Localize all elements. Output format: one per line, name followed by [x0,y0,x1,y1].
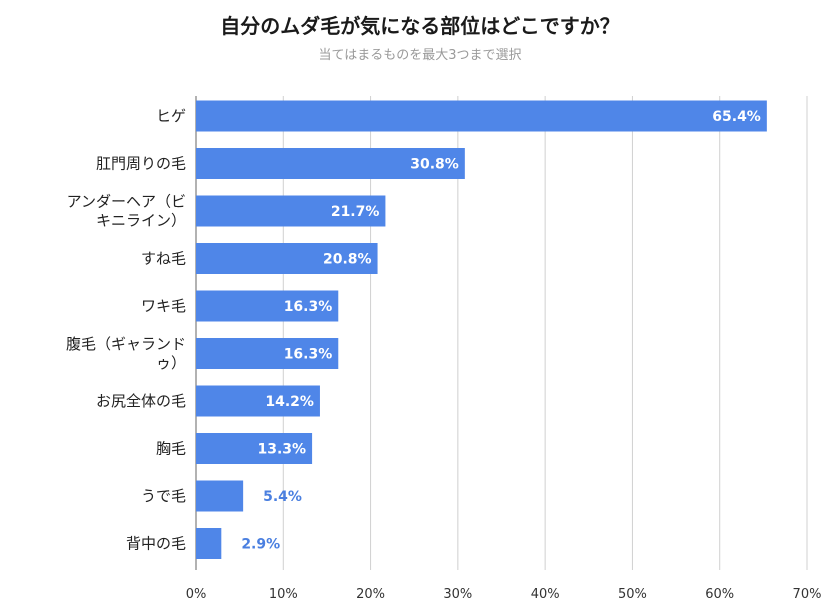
x-tick-label: 70% [793,587,822,602]
category-label: ヒゲ [156,107,186,125]
data-label: 14.2% [265,394,314,410]
bar [196,433,313,464]
data-label: 21.7% [331,204,380,220]
category-label: すね毛 [141,250,186,268]
x-tick-label: 10% [269,587,298,602]
bar [196,290,339,322]
bar [196,480,244,512]
bar [196,243,378,274]
data-label: 13.3% [258,442,307,458]
x-tick-label: 0% [186,587,207,602]
category-label: お尻全体の毛 [96,392,186,410]
category-label: アンダーヘア（ビ [67,193,186,211]
bar [196,385,320,417]
x-tick-label: 40% [531,587,560,602]
data-label: 65.4% [712,109,761,125]
category-label: ワキ毛 [141,297,186,315]
category-label: キニライン） [96,212,186,230]
category-label: 腹毛（ギャランド [66,335,186,353]
x-tick-label: 50% [618,587,647,602]
chart-title: 自分のムダ毛が気になる部位はどこですか？ [220,14,620,38]
x-tick-label: 60% [705,587,734,602]
category-label: 肛門周りの毛 [96,155,186,173]
data-label: 20.8% [323,252,372,268]
data-label: 30.8% [410,157,459,173]
data-label: 16.3% [284,299,333,315]
bar [196,148,465,179]
category-label: うで毛 [141,487,186,505]
bar [196,338,339,369]
bar [196,195,386,227]
x-tick-label: 20% [356,587,385,602]
bar [196,528,222,559]
category-label: 胸毛 [156,440,186,458]
data-label: 2.9% [241,537,280,553]
data-label: 5.4% [263,489,302,505]
category-label: ゥ） [156,354,186,372]
category-label: 背中の毛 [126,535,186,553]
x-tick-label: 30% [443,587,472,602]
data-label: 16.3% [284,347,333,363]
chart-subtitle: 当てはまるものを最大3つまで選択 [318,48,522,63]
bar [196,100,767,132]
